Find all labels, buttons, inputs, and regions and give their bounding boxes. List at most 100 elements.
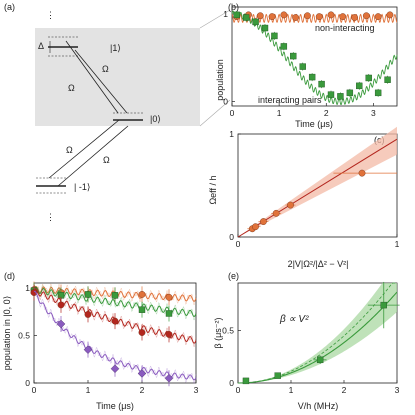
ylabel-d: population in |0, 0⟩ — [2, 296, 12, 370]
rabi-label-2: Ω — [68, 83, 75, 93]
plot-area-d: 0 1 2 3 0 0.5 1 — [18, 281, 199, 395]
series-purple-point — [56, 319, 66, 329]
ytick-label-e-0: 0 — [229, 378, 234, 388]
panel-e: (e) 0 1 2 3 0 0.5 β ∝ V² β (μs⁻²) V/h (MHz) — [213, 271, 400, 411]
interacting-point — [346, 89, 354, 97]
xtick-label-d-2: 2 — [140, 385, 145, 395]
non-interacting-point — [374, 13, 382, 21]
series-green-point — [165, 310, 173, 317]
axes-e — [237, 282, 398, 384]
zoom-line-bottom — [199, 99, 231, 127]
panel-d: (d) 0 1 2 3 0 0.5 1 population in |0, 0⟩ Time … — [2, 271, 199, 411]
data-point — [260, 218, 267, 225]
plot-area-e: 0 1 2 3 0 0.5 — [222, 281, 400, 395]
interacting-point — [337, 93, 344, 100]
rabi-label-1: Ω — [102, 64, 109, 74]
xtick-label-e-2: 2 — [342, 385, 347, 395]
ytick-label-c-0: 0 — [229, 232, 234, 242]
interacting-point — [384, 76, 391, 83]
xtick-label-e-0: 0 — [236, 385, 241, 395]
non-interacting-point — [268, 13, 276, 21]
middle-level-label: |0⟩ — [150, 114, 161, 124]
interacting-point — [242, 14, 250, 21]
upper-level-label: |1⟩ — [110, 43, 121, 53]
series-red-point — [165, 331, 173, 338]
xlabel-e: V/h (MHz) — [298, 401, 339, 411]
non-interacting-point — [362, 12, 370, 20]
series-red-point — [84, 311, 92, 318]
non-interacting-point — [256, 12, 264, 20]
plot-area-b: 0 1 2 3 0 1 — [223, 9, 398, 118]
data-point — [287, 201, 294, 209]
interacting-point — [280, 43, 288, 50]
data-point — [242, 377, 250, 385]
xlabel-c: 2|V|Ω²/|Δ² − V²| — [288, 259, 349, 269]
interacting-point — [261, 24, 269, 32]
ylabel-c: Ωeff / h — [208, 175, 218, 204]
xtick-label-b-2: 2 — [324, 108, 329, 118]
xtick-label-d-1: 1 — [86, 385, 91, 395]
ylabel-e: β (μs⁻²) — [213, 317, 223, 348]
series-purple-point — [137, 369, 147, 378]
data-point — [358, 169, 366, 177]
panel-label-d: (d) — [4, 271, 15, 281]
panel-a: (a) ⋮ ⋮ Δ |1⟩ |0⟩ | -1⟩ Ω Ω Ω Ω — [4, 2, 231, 222]
non-interacting-point — [327, 11, 335, 19]
non-interacting-point — [304, 12, 311, 20]
ytick-label-d-1: 0.5 — [18, 330, 30, 340]
interacting-point — [252, 18, 259, 26]
xlabel-b: Time (μs) — [295, 119, 333, 129]
panel-b: (b) 0 1 2 301 interacting pairs non-interac… — [215, 2, 398, 129]
data-point — [274, 372, 281, 379]
series-green-point — [138, 306, 146, 313]
series-red-point — [30, 289, 38, 296]
series-orange-point — [138, 291, 146, 298]
series-purple-point — [110, 364, 120, 373]
xtick-label-d-3: 3 — [194, 385, 199, 395]
xtick-label-e-1: 1 — [289, 385, 294, 395]
non-interacting-point — [351, 14, 358, 21]
interacting-point — [318, 80, 325, 88]
annotation-beta: β ∝ V² — [279, 314, 309, 325]
interacting-point — [356, 82, 363, 90]
ytick-label-b-0: 0 — [223, 97, 228, 107]
interacting-point — [374, 89, 382, 97]
data-point — [272, 209, 280, 217]
series-green-point — [84, 291, 92, 298]
xlabel-d: Time (μs) — [96, 401, 134, 411]
interacting-point — [299, 63, 306, 70]
fit-confidence-band — [238, 283, 397, 383]
interacting-point — [365, 74, 372, 82]
series-red-point — [57, 301, 65, 309]
data-point — [380, 301, 387, 309]
interacting-point — [327, 91, 335, 98]
data-point — [252, 223, 259, 231]
data-point — [316, 356, 324, 364]
interacting-point — [271, 32, 278, 40]
transition-arrows — [48, 40, 129, 187]
interacting-point — [290, 52, 297, 60]
gray-box — [35, 28, 200, 126]
series-purple-point — [164, 373, 174, 383]
ytick-label-b-1: 1 — [223, 9, 228, 19]
fit-curve-dashed — [237, 282, 397, 384]
interacting-point — [233, 11, 240, 19]
ylabel-b: population — [215, 59, 225, 101]
xtick-label-e-3: 3 — [395, 385, 400, 395]
xtick-label-b-0: 0 — [230, 108, 235, 118]
axes-d — [33, 282, 197, 384]
xtick-label-b-3: 3 — [371, 108, 376, 118]
rabi-label-4: Ω — [103, 155, 110, 165]
series-green-point — [111, 292, 119, 299]
series-red-point — [138, 329, 146, 336]
panel-label-a: (a) — [4, 2, 15, 12]
label-non-interacting: non-interacting — [315, 23, 375, 33]
ellipsis-top: ⋮ — [46, 10, 55, 20]
ytick-label-e-1: 0.5 — [222, 325, 234, 335]
interacting-point — [308, 73, 316, 81]
non-interacting-point — [280, 11, 288, 19]
plot-area-c: 0 1 0 1 — [229, 126, 400, 249]
detuning-label: Δ — [38, 41, 44, 51]
zoom-line-top — [199, 9, 231, 29]
